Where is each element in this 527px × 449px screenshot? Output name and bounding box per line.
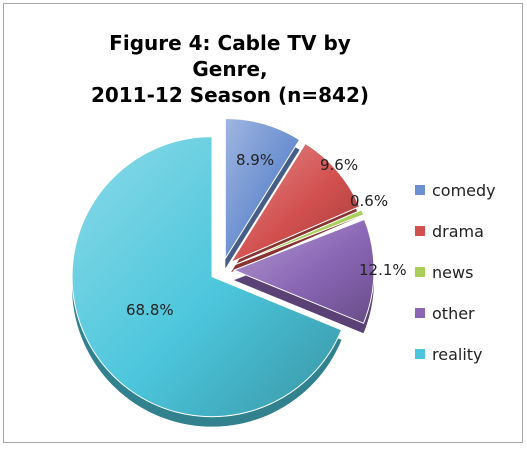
pie-slices — [71, 117, 375, 427]
slice-label-comedy: 8.9% — [236, 151, 274, 169]
chart-title-line-2: 2011-12 Season (n=842) — [90, 83, 370, 107]
legend-swatch-drama — [415, 226, 425, 236]
slice-labels: 8.9% 9.6% 0.6% 12.1% 68.8% — [126, 151, 407, 319]
slice-label-drama: 9.6% — [320, 156, 358, 174]
legend-label-drama: drama — [432, 222, 484, 241]
legend-label-reality: reality — [432, 345, 483, 364]
slice-label-other: 12.1% — [359, 261, 407, 279]
pie-slice-comedy — [224, 117, 301, 261]
slice-label-news: 0.6% — [350, 192, 388, 210]
legend-swatch-reality — [415, 349, 425, 359]
pie-slice-reality — [71, 136, 343, 418]
pie-slice-drama — [229, 142, 361, 264]
legend-label-other: other — [432, 304, 475, 323]
legend-label-news: news — [432, 263, 473, 282]
pie-slice-news — [232, 209, 365, 266]
legend-label-comedy: comedy — [432, 181, 496, 200]
slice-label-reality: 68.8% — [126, 301, 174, 319]
chart-title-line-1: Figure 4: Cable TV by Genre, — [109, 31, 351, 81]
pie-slice-other — [232, 218, 375, 324]
legend-swatch-other — [415, 308, 425, 318]
chart-title: Figure 4: Cable TV by Genre, 2011-12 Sea… — [70, 30, 390, 108]
legend-swatch-comedy — [415, 185, 425, 195]
legend-swatch-news — [415, 267, 425, 277]
legend: comedy drama news other reality — [415, 181, 496, 364]
